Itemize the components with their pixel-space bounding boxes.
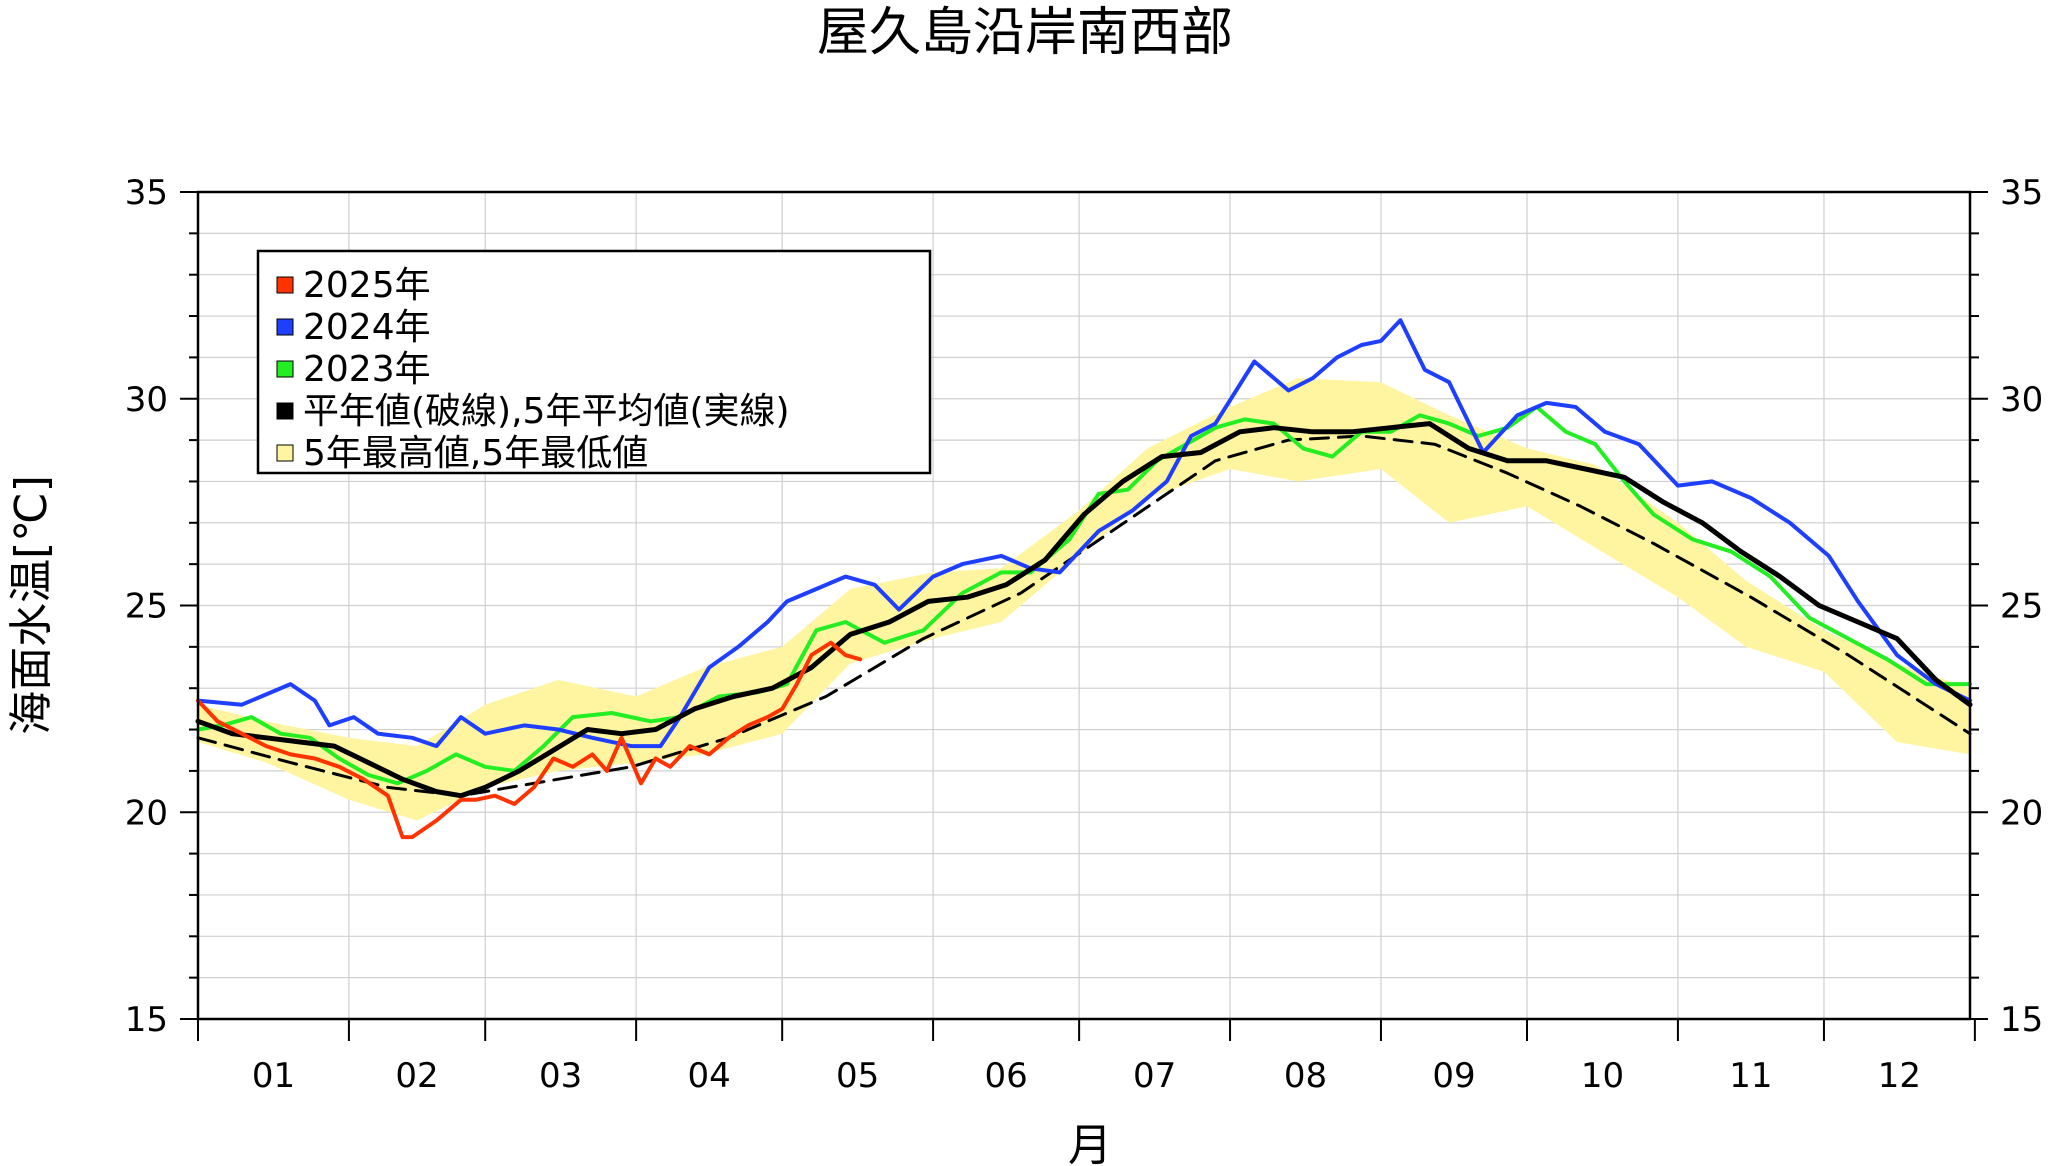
x-tick-label: 05 bbox=[836, 1056, 879, 1096]
x-tick-label: 12 bbox=[1878, 1056, 1921, 1096]
y-tick-label-right: 15 bbox=[2000, 1000, 2043, 1040]
x-tick-label: 09 bbox=[1432, 1056, 1475, 1096]
y-axis-label: 海面水温[℃] bbox=[6, 475, 57, 735]
y-tick-label-left: 35 bbox=[125, 173, 168, 213]
legend-item-range: 5年最高値,5年最低値 bbox=[276, 433, 648, 474]
y-tick-label-left: 30 bbox=[125, 380, 168, 420]
legend-item-normal-average: 平年値(破線),5年平均値(実線) bbox=[276, 391, 790, 432]
y-tick-label-right: 35 bbox=[2000, 173, 2043, 213]
chart-title: 屋久島沿岸南西部 bbox=[817, 3, 1233, 63]
x-tick-label: 11 bbox=[1729, 1056, 1772, 1096]
legend-label: 5年最高値,5年最低値 bbox=[303, 433, 648, 474]
legend-swatch bbox=[276, 276, 294, 294]
y-axis: 15 15 20 20 25 25 30 30 35 35 bbox=[125, 173, 2044, 1040]
series-line-4 bbox=[196, 434, 1972, 798]
series-line-0 bbox=[196, 640, 863, 840]
legend: 2025年 2024年 2023年 平年値(破線),5年平均値(実線) 5年最高… bbox=[256, 249, 932, 475]
x-tick-label: 02 bbox=[395, 1056, 438, 1096]
legend-label: 2025年 bbox=[303, 265, 431, 306]
legend-swatch bbox=[276, 318, 294, 336]
series-line-3 bbox=[195, 421, 1973, 799]
legend-label: 2023年 bbox=[303, 349, 431, 390]
legend-item-2024: 2024年 bbox=[276, 307, 431, 348]
x-tick-label: 06 bbox=[984, 1056, 1027, 1096]
series-line-1 bbox=[196, 318, 1972, 749]
x-tick-label: 10 bbox=[1581, 1056, 1624, 1096]
legend-label: 平年値(破線),5年平均値(実線) bbox=[303, 391, 790, 432]
legend-item-2025: 2025年 bbox=[276, 265, 431, 306]
band-layer bbox=[198, 378, 1970, 821]
legend-label: 2024年 bbox=[303, 307, 431, 348]
legend-item-2023: 2023年 bbox=[276, 349, 431, 390]
x-tick-label: 07 bbox=[1133, 1056, 1176, 1096]
x-tick-label: 03 bbox=[539, 1056, 582, 1096]
x-tick-label: 04 bbox=[688, 1056, 731, 1096]
y-tick-label-right: 30 bbox=[2000, 380, 2043, 420]
x-tick-label: 01 bbox=[252, 1056, 295, 1096]
y-tick-label-right: 25 bbox=[2000, 587, 2043, 627]
legend-swatch bbox=[276, 444, 294, 462]
legend-swatch bbox=[276, 402, 294, 420]
y-tick-label-left: 20 bbox=[125, 793, 168, 833]
y-tick-label-left: 25 bbox=[125, 587, 168, 627]
x-tick-label: 08 bbox=[1284, 1056, 1327, 1096]
y-tick-label-right: 20 bbox=[2000, 793, 2043, 833]
legend-box bbox=[256, 249, 932, 475]
series-layer bbox=[195, 318, 1973, 840]
y-tick-label-left: 15 bbox=[125, 1000, 168, 1040]
x-axis: 01 02 03 04 05 06 07 08 09 10 11 12 bbox=[197, 1019, 1976, 1096]
five-year-range-band bbox=[198, 378, 1970, 821]
legend-swatch bbox=[276, 360, 294, 378]
x-axis-label: 月 bbox=[1068, 1120, 1112, 1166]
